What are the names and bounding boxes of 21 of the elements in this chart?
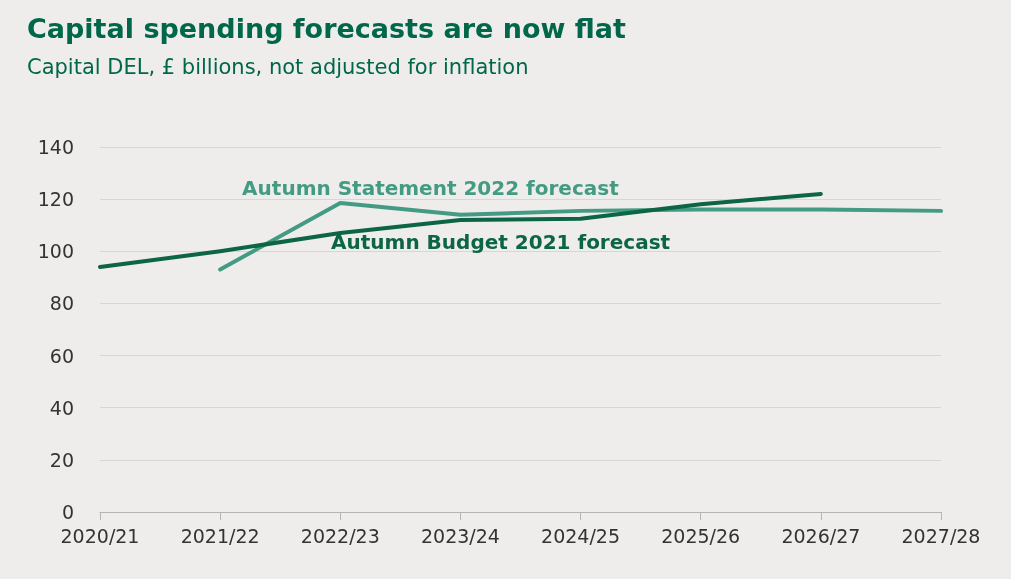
- x-tick-label: 2021/22: [180, 524, 260, 547]
- y-tick-label: 80: [49, 292, 74, 315]
- x-tick-label: 2026/27: [781, 524, 861, 547]
- series-label: Autumn Statement 2022 forecast: [242, 175, 620, 200]
- x-tick-label: 2025/26: [661, 524, 741, 547]
- y-tick-label: 100: [37, 240, 74, 263]
- y-tick-label: 120: [37, 188, 74, 211]
- y-tick-label: 60: [49, 344, 74, 367]
- series-label: Autumn Budget 2021 forecast: [331, 229, 671, 254]
- y-tick-label: 40: [49, 396, 74, 419]
- x-tick-label: 2022/23: [300, 524, 380, 547]
- line-series: [218, 201, 943, 272]
- x-tick-label: 2020/21: [60, 524, 140, 547]
- x-tick-label: 2027/28: [901, 524, 981, 547]
- chart-subtitle: Capital DEL, £ billions, not adjusted for inflation: [27, 54, 529, 79]
- chart-title: Capital spending forecasts are now flat: [27, 13, 627, 44]
- y-tick-label: 20: [49, 448, 74, 471]
- y-tick-label: 140: [37, 136, 74, 158]
- x-tick-label: 2024/25: [541, 524, 621, 547]
- y-tick-label: 0: [61, 501, 74, 523]
- x-tick-label: 2023/24: [420, 524, 500, 547]
